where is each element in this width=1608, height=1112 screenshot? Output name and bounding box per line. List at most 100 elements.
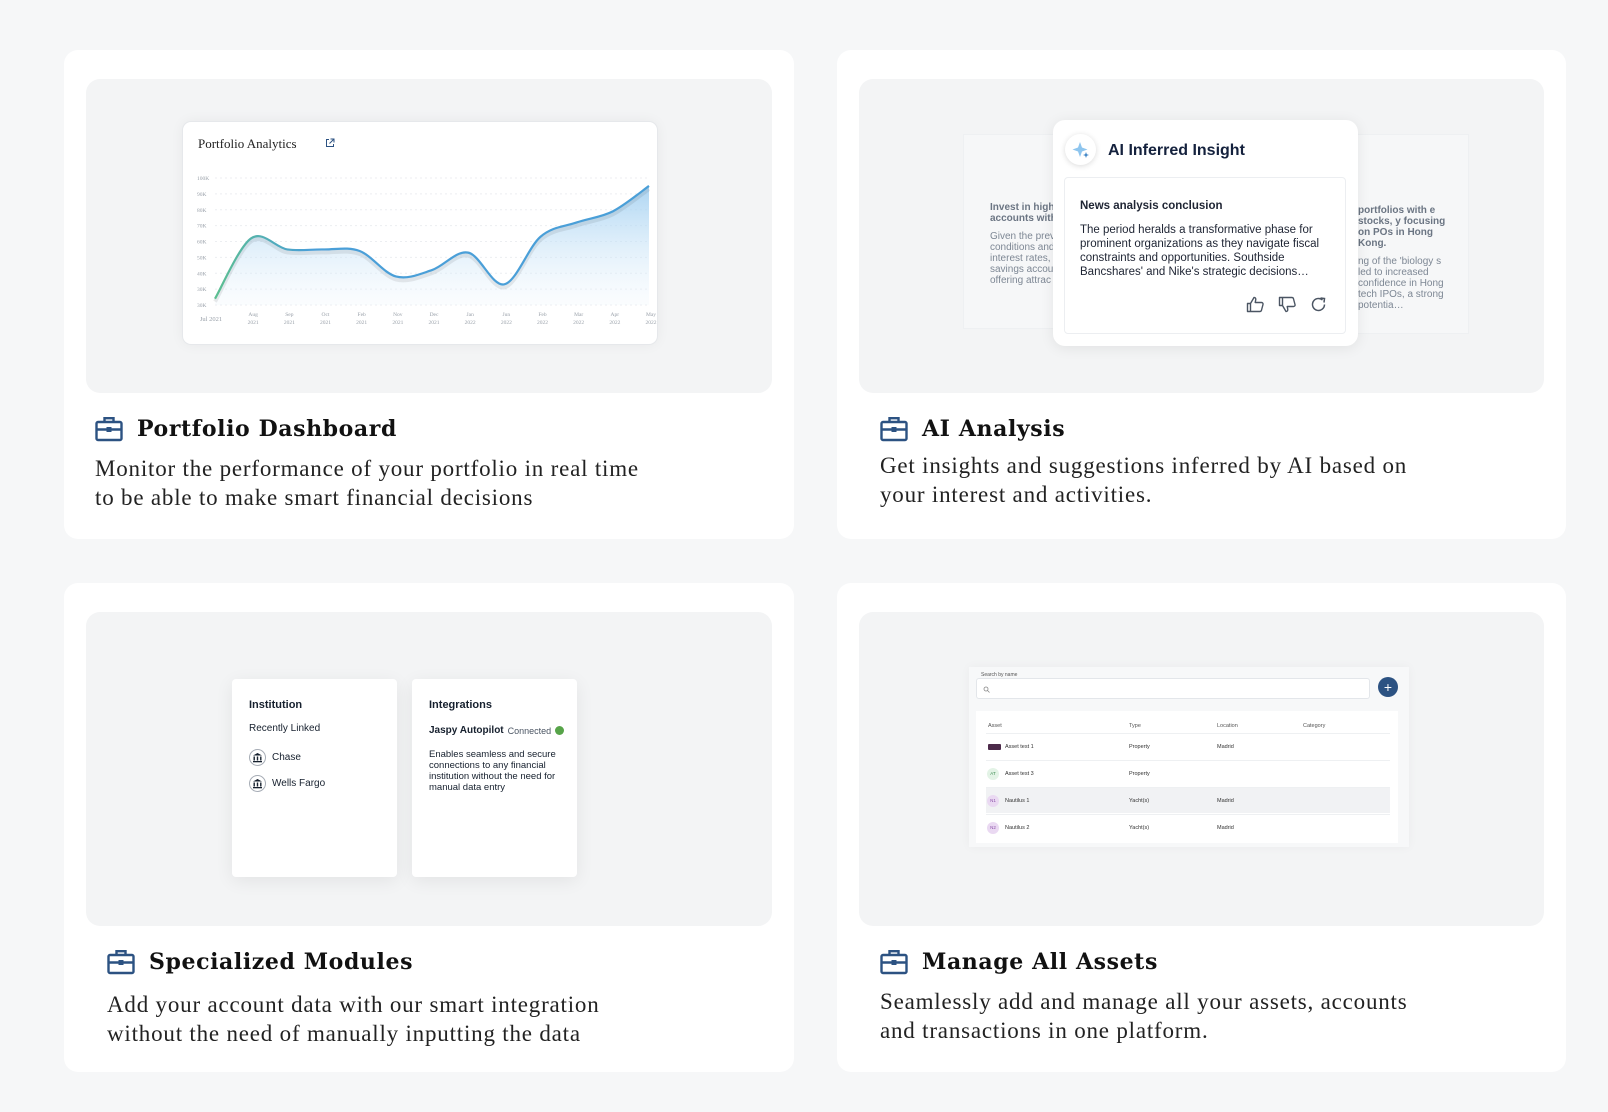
briefcase-icon: [107, 949, 135, 975]
portfolio-analytics-widget: Portfolio Analytics 30K 30K 40K 50K 60K 70K 80…: [183, 122, 657, 344]
asset-name: Asset test 3: [1005, 771, 1034, 777]
x-tick-label: Feb 2021: [356, 312, 367, 326]
table-row[interactable]: N1 Nautilus 1 Yacht(s) Madrid: [986, 787, 1390, 813]
external-link-icon[interactable]: [325, 138, 335, 148]
integrations-panel: Integrations Jaspy Autopilot Connected E…: [412, 679, 577, 877]
x-tick-label: Sep 2021: [284, 312, 295, 326]
x-tick-label: Jun 2022: [501, 312, 512, 326]
ai-insight-card: AI Inferred Insight News analysis conclu…: [1053, 120, 1358, 346]
institution-item[interactable]: Chase: [249, 749, 301, 766]
chart-data-point: [286, 248, 288, 250]
avatar: AT: [987, 768, 999, 780]
chart-data-point: [648, 185, 650, 187]
y-tick-label: 50K: [197, 255, 207, 261]
institution-name: Wells Fargo: [272, 778, 326, 789]
assets-table: Asset Type Location Category Asset test …: [976, 711, 1398, 843]
search-label: Search by name: [980, 672, 1019, 678]
avatar: N2: [987, 822, 999, 834]
x-tick-label: Aug 2021: [248, 312, 259, 326]
description-line: Monitor the performance of your portfoli…: [95, 456, 639, 481]
y-tick-label: 80K: [197, 208, 207, 214]
chart-data-point: [395, 275, 397, 277]
table-row[interactable]: AT Asset test 3 Property: [986, 760, 1390, 786]
feature-header: Portfolio Dashboard: [95, 416, 397, 442]
institution-name: Chase: [272, 752, 301, 763]
ghost-title: portfolios with e stocks, y focusing on …: [1358, 205, 1446, 249]
integration-status: Connected: [507, 725, 552, 736]
x-tick-label: Apr 2022: [609, 312, 620, 326]
refresh-icon[interactable]: [1310, 296, 1327, 313]
feature-header: Manage All Assets: [880, 949, 1158, 975]
column-header-location: Location: [1217, 723, 1238, 729]
avatar: N1: [987, 795, 999, 807]
panel-subtitle: Recently Linked: [249, 723, 321, 734]
chart-data-point: [612, 210, 614, 212]
briefcase-icon: [95, 416, 123, 442]
y-tick-label: 70K: [197, 224, 207, 230]
assets-preview: Search by name + Asset Type Location Cat…: [859, 612, 1544, 926]
bank-icon: [249, 775, 266, 792]
insight-content-box: News analysis conclusion The period hera…: [1064, 177, 1346, 334]
asset-name: Nautilus 1: [1005, 798, 1030, 804]
x-tick-label: Jul 2021: [200, 316, 222, 323]
insight-body: The period heralds a transformative phas…: [1080, 224, 1320, 278]
feature-title: Portfolio Dashboard: [137, 416, 397, 442]
panel-title: Institution: [249, 699, 303, 711]
description-line: your interest and activities.: [880, 482, 1153, 507]
ghost-title: Invest in high-accounts with 5%.: [990, 202, 1077, 224]
asset-thumbnail: [988, 744, 1001, 750]
x-tick-label: Dec 2021: [429, 312, 440, 326]
x-tick-label: Oct 2021: [320, 312, 331, 326]
asset-type: Property: [1129, 744, 1150, 750]
feature-description: Monitor the performance of your portfoli…: [95, 454, 639, 512]
x-tick-label: Nov 2021: [392, 312, 403, 326]
chart-data-point: [431, 269, 433, 271]
chart-data-point: [540, 236, 542, 238]
asset-name: Asset test 1: [1005, 744, 1034, 750]
feature-card-portfolio-dashboard: Portfolio Analytics 30K 30K 40K 50K 60K 70K 80…: [64, 50, 794, 539]
integration-item[interactable]: Jaspy Autopilot Connected: [429, 725, 565, 736]
chart-data-point: [359, 250, 361, 252]
asset-location: Madrid: [1217, 825, 1234, 831]
briefcase-icon: [880, 416, 908, 442]
y-tick-label: 100K: [197, 176, 209, 182]
description-line: to be able to make smart financial decis…: [95, 485, 534, 510]
insight-subtitle: News analysis conclusion: [1080, 200, 1223, 212]
feature-header: Specialized Modules: [107, 949, 413, 975]
description-line: Add your account data with our smart int…: [107, 992, 600, 1017]
thumbs-up-icon[interactable]: [1246, 296, 1265, 313]
asset-location: Madrid: [1217, 744, 1234, 750]
chart-data-point: [323, 248, 325, 250]
asset-type: Property: [1129, 771, 1150, 777]
institution-item[interactable]: Wells Fargo: [249, 775, 325, 792]
column-header-category: Category: [1303, 723, 1326, 729]
panel-title: Integrations: [429, 699, 492, 711]
portfolio-chart: 30K 30K 40K 50K 60K 70K 80K 90K 100K Jul 2021 Aug 2…: [197, 176, 657, 326]
x-tick-label: Jan 2022: [465, 312, 476, 326]
feature-card-manage-assets: Search by name + Asset Type Location Cat…: [837, 583, 1566, 1072]
ai-preview: Invest in high-accounts with 5%. Given t…: [859, 79, 1544, 393]
insight-title: AI Inferred Insight: [1108, 142, 1245, 159]
column-header-asset: Asset: [988, 723, 1002, 729]
description-line: Get insights and suggestions inferred by…: [880, 453, 1408, 478]
portfolio-preview: Portfolio Analytics 30K 30K 40K 50K 60K 70K 80…: [86, 79, 772, 393]
bank-icon: [249, 749, 266, 766]
chart-data-point: [503, 283, 505, 285]
x-tick-label: Mar 2022: [573, 312, 584, 326]
integration-name: Jaspy Autopilot: [429, 725, 504, 736]
y-tick-label: 90K: [197, 192, 207, 198]
table-row[interactable]: N2 Nautilus 2 Yacht(s) Madrid: [986, 814, 1390, 840]
chart-area-fill: [215, 185, 649, 305]
feature-title: Manage All Assets: [922, 949, 1158, 975]
feature-card-specialized-modules: Institution Recently Linked Chase Wells …: [64, 583, 794, 1072]
y-tick-label: 40K: [197, 271, 207, 277]
add-asset-button[interactable]: +: [1378, 677, 1398, 697]
sparkle-icon: [1065, 134, 1096, 165]
description-line: and transactions in one platform.: [880, 1018, 1209, 1043]
insight-actions: [1246, 296, 1327, 313]
search-input[interactable]: [976, 678, 1370, 699]
thumbs-down-icon[interactable]: [1278, 296, 1297, 313]
chart-data-point: [467, 252, 469, 254]
table-row[interactable]: Asset test 1 Property Madrid: [986, 733, 1390, 759]
y-tick-label: 30K: [197, 287, 207, 293]
